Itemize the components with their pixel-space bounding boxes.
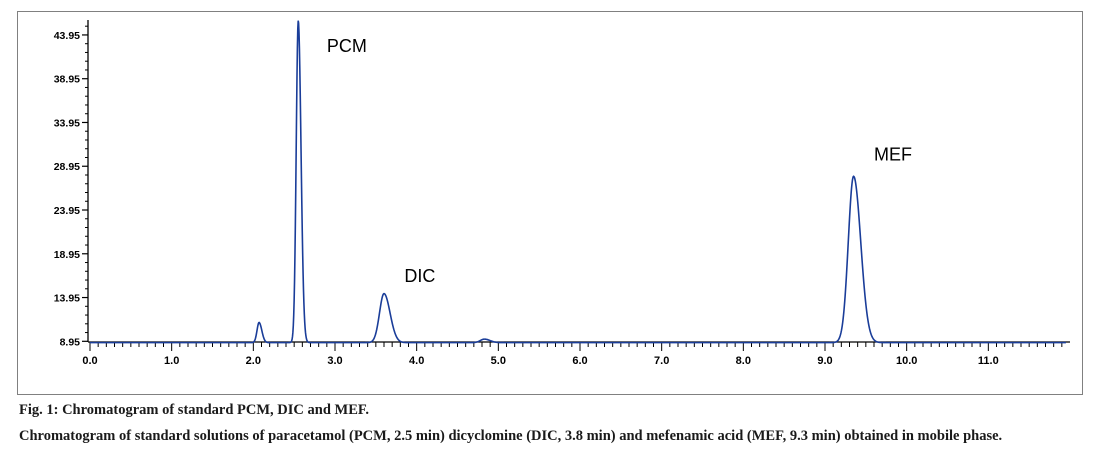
chromatogram-chart: 8.95 13.95 18.95 23.95 28.95 33.95 38.95 43.95 0… xyxy=(54,20,1070,367)
figure-caption-title: Fig. 1: Chromatogram of standard PCM, DI… xyxy=(19,402,370,418)
x-tick-label: 7.0 xyxy=(654,355,669,367)
x-tick-label: 5.0 xyxy=(491,355,506,367)
y-tick-label: 23.95 xyxy=(54,205,80,217)
x-tick-label: 1.0 xyxy=(164,355,179,367)
x-tick-label: 10.0 xyxy=(896,355,917,367)
x-tick-label: 8.0 xyxy=(736,355,751,367)
y-tick-label: 18.95 xyxy=(54,249,80,261)
peak-label-pcm: PCM xyxy=(327,36,367,56)
figure-caption-body: Chromatogram of standard solutions of pa… xyxy=(19,428,1003,444)
y-tick-label: 43.95 xyxy=(54,30,80,42)
x-tick-label: 3.0 xyxy=(327,355,342,367)
y-tick-label: 8.95 xyxy=(60,336,81,348)
peak-label-mef: MEF xyxy=(874,145,912,165)
y-tick-label: 13.95 xyxy=(54,293,80,305)
x-tick-label: 11.0 xyxy=(978,355,999,367)
y-tick-label: 33.95 xyxy=(54,117,80,129)
x-tick-label: 0.0 xyxy=(82,355,97,367)
peak-label-dic: DIC xyxy=(404,266,435,286)
y-tick-label: 38.95 xyxy=(54,74,80,86)
x-tick-label: 6.0 xyxy=(572,355,587,367)
y-tick-label: 28.95 xyxy=(54,161,80,173)
x-tick-label: 9.0 xyxy=(817,355,832,367)
chromatogram-trace xyxy=(90,20,1066,344)
x-tick-label: 2.0 xyxy=(246,355,261,367)
chart-frame: 8.95 13.95 18.95 23.95 28.95 33.95 38.95 43.95 0… xyxy=(17,11,1083,395)
x-tick-label: 4.0 xyxy=(409,355,424,367)
